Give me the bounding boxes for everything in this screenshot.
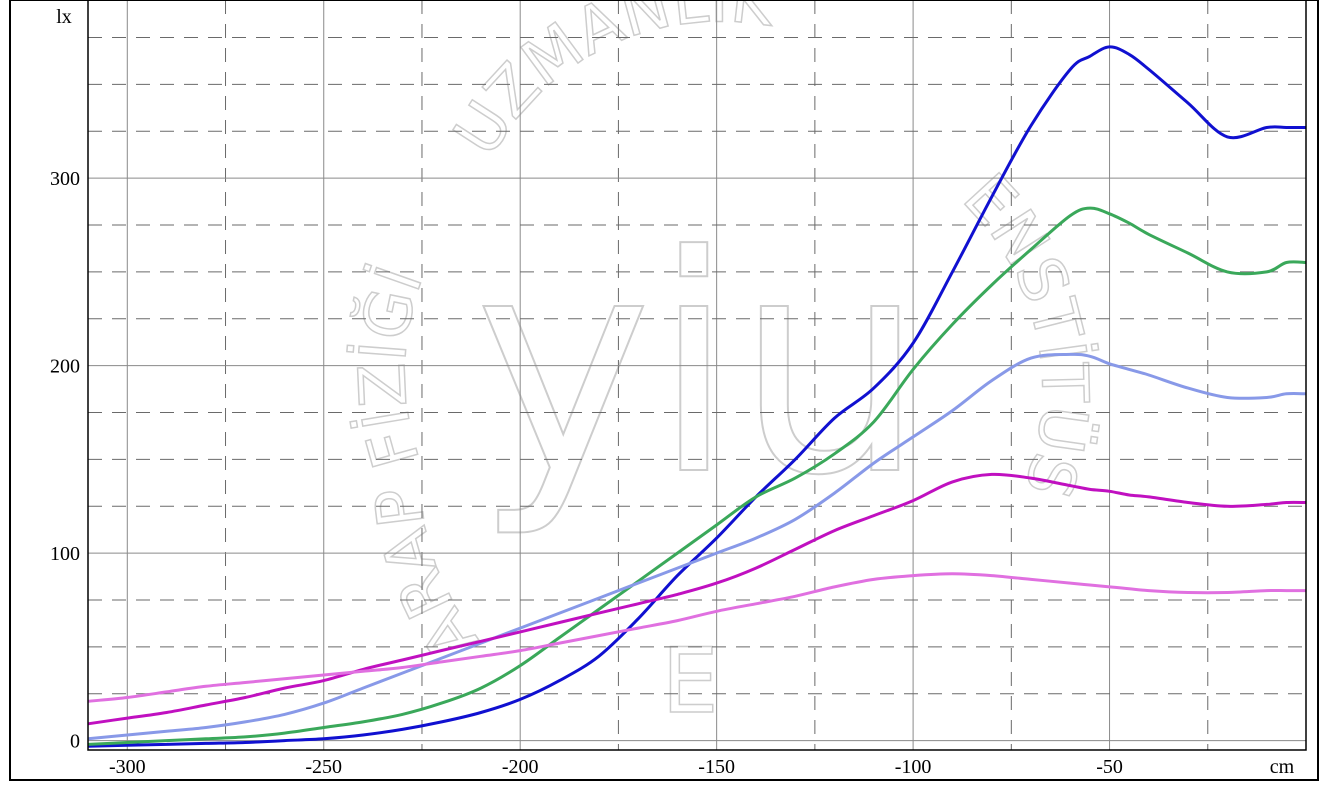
series-line-2 <box>87 206 1307 746</box>
outer-frame <box>9 0 1319 781</box>
tick-labels: -300 -250 -200 -150 -100 -50 0 100 200 300 <box>50 168 1123 778</box>
plot-frame <box>87 0 1307 751</box>
x-tick-label: -200 <box>502 756 539 778</box>
series-line-5 <box>87 572 1306 703</box>
watermark-center-text: yiu <box>474 192 925 541</box>
x-tick-label: -300 <box>109 756 146 778</box>
x-tick-label: -50 <box>1096 756 1123 778</box>
grid <box>88 0 1306 750</box>
x-tick-label: -150 <box>698 756 735 778</box>
x-tick-label: -250 <box>305 756 342 778</box>
y-tick-label: 300 <box>50 168 80 190</box>
series-line-1 <box>87 45 1306 748</box>
series-layer <box>87 45 1307 748</box>
plot-area-background <box>10 0 1318 780</box>
y-tick-label: 100 <box>50 543 80 565</box>
x-axis-unit-label: cm <box>1270 756 1295 778</box>
series-line-3 <box>87 352 1307 741</box>
series-line-4 <box>87 472 1307 726</box>
watermark-bottom-text: E <box>662 629 719 734</box>
y-tick-label: 200 <box>50 356 80 378</box>
x-tick-label: -100 <box>895 756 932 778</box>
y-tick-label: 0 <box>70 731 80 753</box>
y-axis-unit-label: lx <box>56 6 72 28</box>
